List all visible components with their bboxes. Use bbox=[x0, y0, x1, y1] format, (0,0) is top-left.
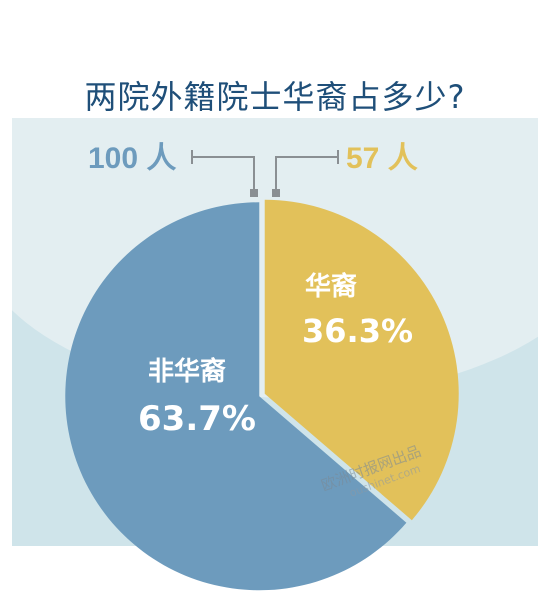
count-label-chinese: 57 人 bbox=[346, 142, 418, 175]
chart-title: 两院外籍院士华裔占多少? bbox=[84, 78, 466, 116]
pie-slice-chinese bbox=[264, 199, 459, 521]
slice-name-non-chinese: 非华裔 bbox=[148, 356, 226, 387]
pie-slice-non-chinese bbox=[65, 202, 407, 591]
slice-percent-non-chinese: 63.7% bbox=[138, 399, 256, 439]
callout-line-non-chinese bbox=[192, 156, 255, 193]
callout-dot-non-chinese bbox=[250, 189, 258, 197]
count-label-non-chinese: 100 人 bbox=[88, 142, 176, 175]
callout-line-chinese bbox=[275, 156, 338, 193]
slice-percent-chinese: 36.3% bbox=[302, 312, 413, 350]
callout-dot-chinese bbox=[272, 189, 280, 197]
slice-name-chinese: 华裔 bbox=[305, 271, 357, 302]
